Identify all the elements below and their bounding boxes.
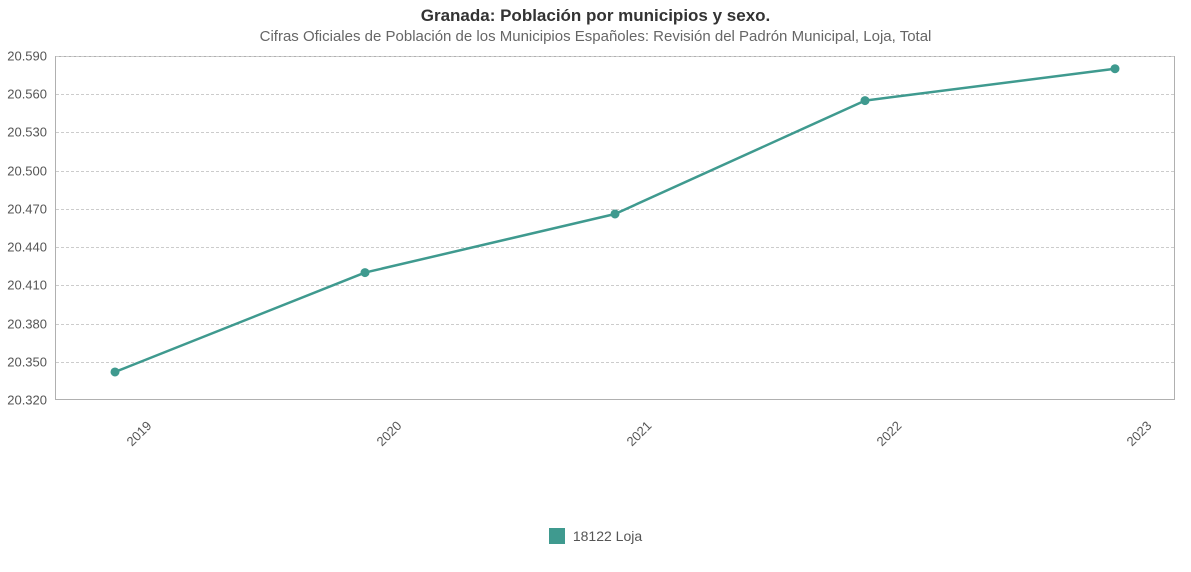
series-marker	[361, 269, 369, 277]
legend: 18122 Loja	[0, 528, 1191, 549]
series-marker	[1111, 65, 1119, 73]
series-marker	[611, 210, 619, 218]
series-marker	[111, 368, 119, 376]
chart-container: Granada: Población por municipios y sexo…	[0, 0, 1191, 572]
legend-item: 18122 Loja	[549, 528, 642, 544]
line-series-layer	[0, 0, 1191, 572]
series-marker	[861, 97, 869, 105]
legend-swatch	[549, 528, 565, 544]
series-line	[115, 69, 1115, 372]
legend-label: 18122 Loja	[573, 528, 642, 544]
